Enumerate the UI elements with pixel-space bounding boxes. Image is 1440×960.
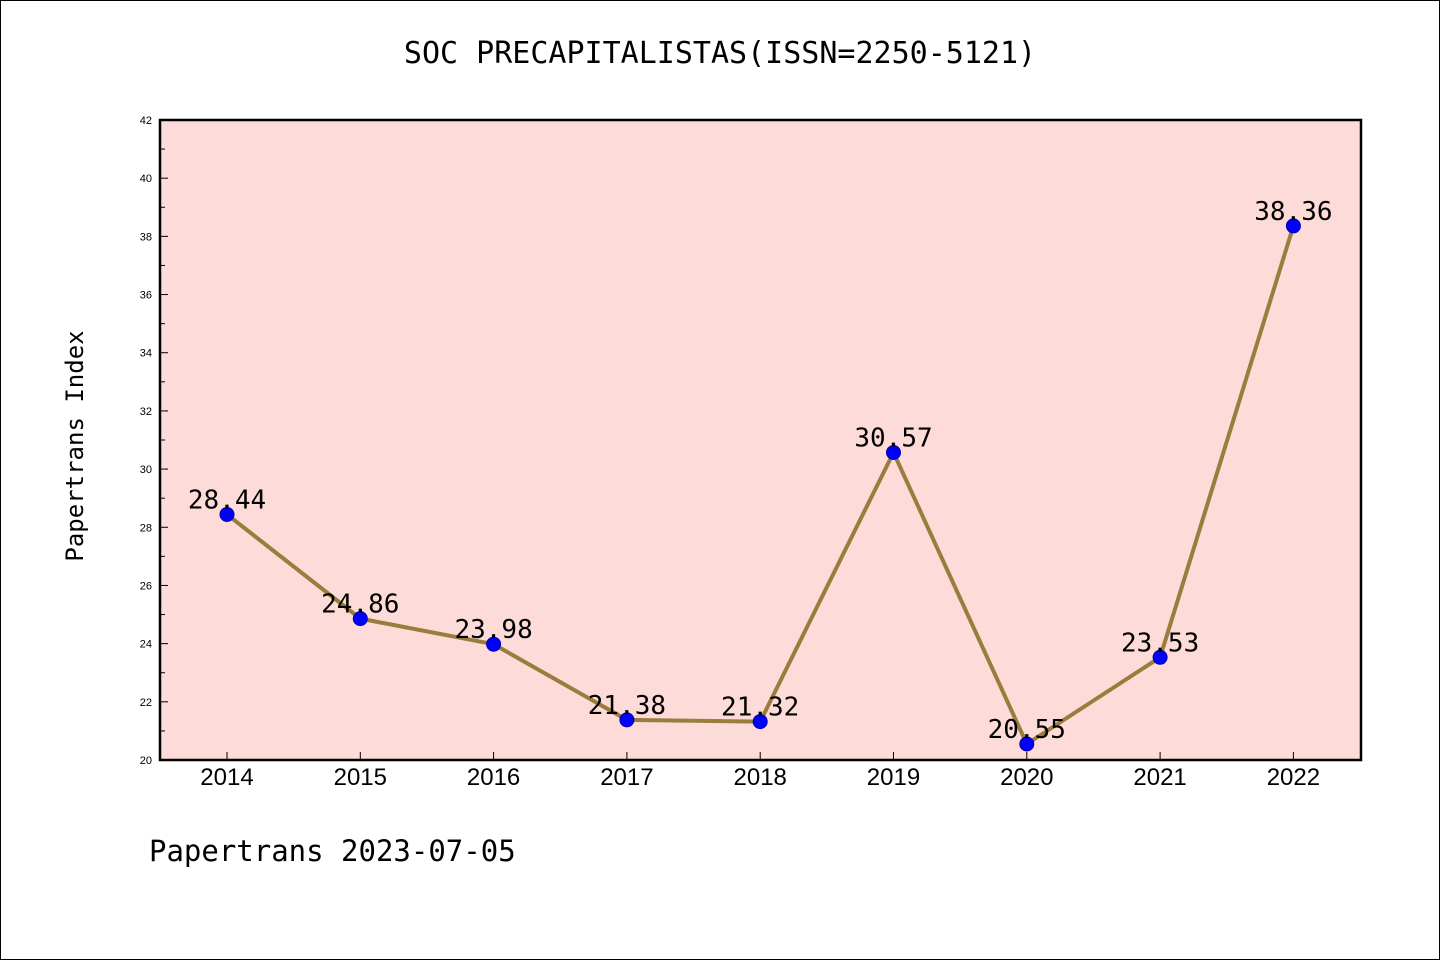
x-tick-label: 2015 [334, 764, 387, 791]
data-point-2014 [219, 506, 235, 522]
plot-area [158, 118, 1363, 762]
y-tick-label: 26 [140, 580, 152, 592]
data-point-2017 [619, 712, 635, 728]
data-point-2016 [486, 636, 502, 652]
y-tick-label: 30 [140, 464, 152, 476]
x-tick-label: 2017 [600, 764, 653, 791]
y-tick-label: 42 [140, 115, 152, 127]
x-tick-label: 2014 [200, 764, 253, 791]
data-label-2016: 23.98 [454, 615, 532, 645]
y-tick-label: 24 [140, 639, 152, 651]
data-label-2015: 24.86 [321, 590, 399, 620]
data-point-2021 [1152, 649, 1168, 665]
y-tick-label: 40 [140, 173, 152, 185]
x-tick-label: 2020 [1000, 764, 1053, 791]
chart-title: SOC PRECAPITALISTAS(ISSN=2250-5121) [403, 36, 1037, 71]
data-point-2020 [1019, 736, 1035, 752]
data-point-2018 [752, 714, 768, 730]
y-tick-label: 32 [140, 406, 152, 418]
y-tick-label: 28 [140, 522, 152, 534]
y-tick-label: 36 [140, 290, 152, 302]
x-tick-label: 2022 [1267, 764, 1320, 791]
data-label-2021: 23.53 [1121, 628, 1199, 658]
x-tick-label: 2021 [1133, 764, 1186, 791]
data-label-2018: 21.32 [721, 693, 799, 723]
x-tick-label: 2016 [467, 764, 520, 791]
y-tick-label: 38 [140, 231, 152, 243]
x-tick-label: 2018 [734, 764, 787, 791]
data-label-2019: 30.57 [854, 424, 932, 454]
data-label-2022: 38.36 [1254, 197, 1332, 227]
y-tick-label: 34 [140, 348, 152, 360]
y-tick-label: 22 [140, 697, 152, 709]
y-tick-label: 20 [140, 755, 152, 767]
data-label-2014: 28.44 [188, 485, 266, 515]
x-axis: 2014 2015 2016 2017 2018 2019 2020 2021 2022 [200, 752, 1320, 791]
footer-note: Papertrans 2023-07-05 [149, 834, 516, 868]
data-point-2019 [886, 445, 901, 461]
data-labels: 28.44 24.86 23.98 21.38 21.32 30.57 20.55 23.53… [188, 197, 1333, 745]
data-point-2022 [1285, 218, 1301, 234]
data-point-2015 [352, 611, 368, 627]
data-label-2020: 20.55 [988, 715, 1066, 745]
data-markers [219, 218, 1301, 752]
y-axis: 20 22 24 26 28 30 32 34 36 38 40 42 [140, 115, 168, 767]
x-tick-label: 2019 [867, 764, 920, 791]
data-label-2017: 21.38 [588, 691, 666, 721]
